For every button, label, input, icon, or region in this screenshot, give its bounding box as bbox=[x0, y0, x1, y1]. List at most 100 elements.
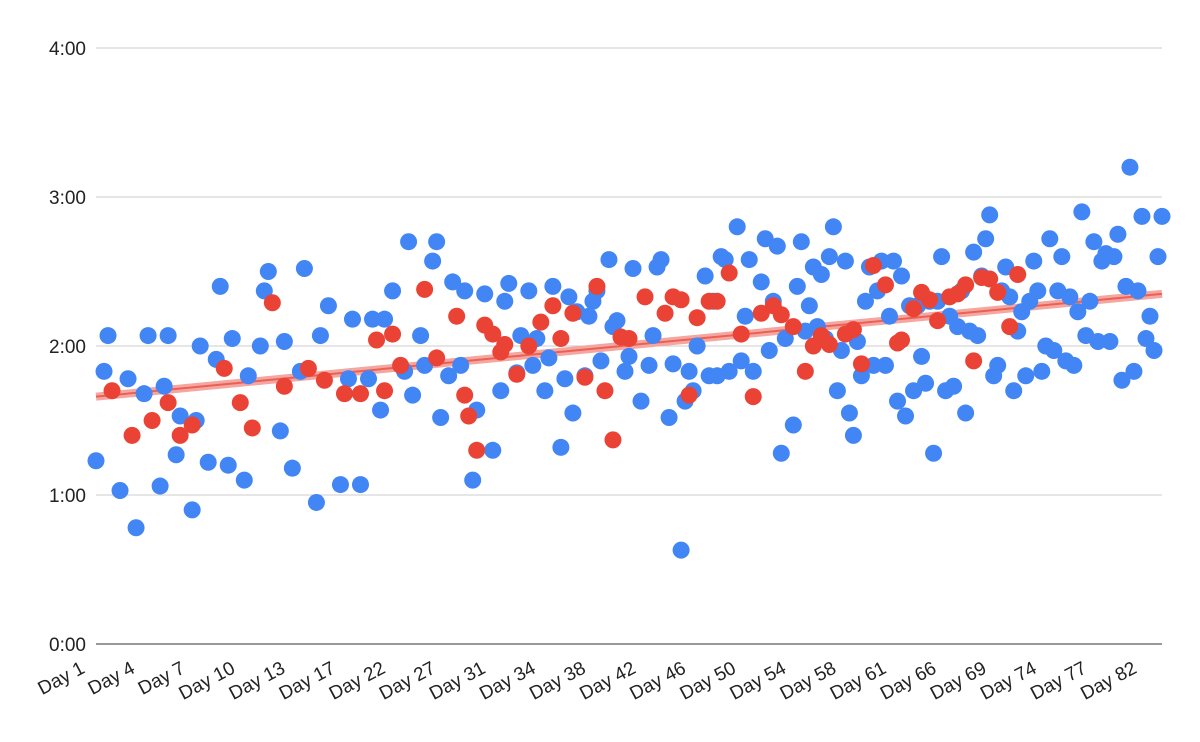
blue-data-point bbox=[1033, 362, 1051, 380]
blue-data-point bbox=[977, 230, 995, 248]
red-data-point bbox=[460, 407, 478, 425]
blue-data-point bbox=[652, 251, 670, 269]
blue-data-point bbox=[283, 459, 301, 477]
red-data-point bbox=[672, 291, 690, 309]
blue-data-point bbox=[893, 267, 911, 285]
red-data-point bbox=[744, 388, 762, 406]
blue-data-point bbox=[544, 277, 562, 295]
blue-data-point bbox=[492, 382, 510, 400]
red-data-point bbox=[772, 306, 790, 324]
blue-data-point bbox=[800, 297, 818, 315]
blue-data-point bbox=[127, 519, 145, 537]
red-data-point bbox=[299, 359, 317, 377]
red-data-point bbox=[103, 382, 121, 400]
red-data-point bbox=[416, 280, 434, 298]
red-data-point bbox=[315, 371, 333, 389]
blue-data-point bbox=[740, 251, 758, 269]
y-tick-label: 4:00 bbox=[49, 39, 86, 60]
blue-data-point bbox=[728, 218, 746, 236]
x-tick-label: Day 13 bbox=[226, 658, 289, 705]
red-data-point bbox=[576, 368, 594, 386]
blue-data-point bbox=[364, 310, 382, 328]
blue-data-point bbox=[640, 356, 658, 374]
red-data-point bbox=[508, 365, 526, 383]
blue-data-point bbox=[167, 446, 185, 464]
blue-data-point bbox=[171, 407, 189, 425]
blue-data-point bbox=[384, 282, 402, 300]
blue-data-point bbox=[376, 310, 394, 328]
blue-data-point bbox=[828, 382, 846, 400]
blue-data-point bbox=[476, 285, 494, 303]
blue-data-point bbox=[933, 248, 951, 266]
red-data-point bbox=[620, 330, 638, 348]
red-data-point bbox=[720, 264, 738, 282]
blue-data-point bbox=[1017, 367, 1035, 385]
blue-data-point bbox=[211, 277, 229, 295]
blue-data-point bbox=[696, 267, 714, 285]
blue-data-point bbox=[880, 307, 898, 325]
blue-data-point bbox=[155, 377, 173, 395]
blue-data-point bbox=[720, 362, 738, 380]
blue-data-point bbox=[191, 337, 209, 355]
blue-data-point bbox=[760, 341, 778, 359]
blue-data-point bbox=[844, 426, 862, 444]
blue-data-point bbox=[1085, 233, 1103, 251]
blue-data-point bbox=[235, 471, 253, 489]
blue-data-point bbox=[784, 416, 802, 434]
blue-data-point bbox=[812, 265, 830, 283]
red-data-point bbox=[484, 325, 502, 343]
red-data-point bbox=[636, 288, 654, 306]
red-data-point bbox=[957, 276, 975, 294]
red-data-point bbox=[392, 356, 410, 374]
blue-data-point bbox=[1137, 330, 1155, 348]
blue-data-point bbox=[540, 349, 558, 367]
x-tick-label: Day 69 bbox=[927, 658, 990, 705]
blue-data-point bbox=[632, 392, 650, 410]
blue-data-point bbox=[111, 482, 129, 500]
red-data-point bbox=[564, 304, 582, 322]
blue-data-point bbox=[424, 252, 442, 270]
x-tick-label: Day 54 bbox=[727, 658, 790, 705]
red-data-point bbox=[604, 431, 622, 449]
x-tick-label: Day 22 bbox=[326, 658, 389, 705]
blue-data-point bbox=[884, 252, 902, 270]
blue-data-point bbox=[736, 307, 754, 325]
red-data-point bbox=[708, 292, 726, 310]
red-data-point bbox=[596, 382, 614, 400]
red-data-point bbox=[231, 394, 249, 412]
x-tick-label: Day 17 bbox=[276, 658, 339, 705]
x-tick-label: Day 74 bbox=[977, 658, 1040, 705]
blue-data-point bbox=[856, 292, 874, 310]
blue-data-point bbox=[307, 493, 325, 511]
red-data-point bbox=[159, 394, 177, 412]
red-data-point bbox=[929, 312, 947, 330]
blue-data-point bbox=[99, 327, 117, 345]
blue-data-point bbox=[1109, 225, 1127, 243]
y-tick-label: 2:00 bbox=[49, 337, 86, 358]
red-data-point bbox=[496, 336, 514, 354]
x-tick-label: Day 10 bbox=[176, 658, 239, 705]
blue-data-point bbox=[913, 347, 931, 365]
blue-data-point bbox=[768, 237, 786, 255]
blue-data-point bbox=[917, 374, 935, 392]
blue-data-point bbox=[311, 327, 329, 345]
blue-data-point bbox=[945, 377, 963, 395]
blue-data-point bbox=[351, 476, 369, 494]
blue-data-point bbox=[965, 243, 983, 261]
blue-data-point bbox=[716, 251, 734, 269]
blue-data-point bbox=[87, 452, 105, 470]
x-tick-label: Day 34 bbox=[476, 658, 539, 705]
blue-data-point bbox=[876, 356, 894, 374]
blue-data-point bbox=[1113, 371, 1131, 389]
red-data-point bbox=[448, 307, 466, 325]
red-data-point bbox=[263, 294, 281, 312]
blue-data-point bbox=[608, 312, 626, 330]
red-data-point bbox=[893, 331, 911, 349]
blue-data-point bbox=[456, 282, 474, 300]
red-data-point bbox=[183, 416, 201, 434]
red-data-point bbox=[468, 441, 486, 459]
blue-data-point bbox=[520, 282, 538, 300]
red-data-point bbox=[335, 385, 353, 403]
blue-data-point bbox=[897, 407, 915, 425]
